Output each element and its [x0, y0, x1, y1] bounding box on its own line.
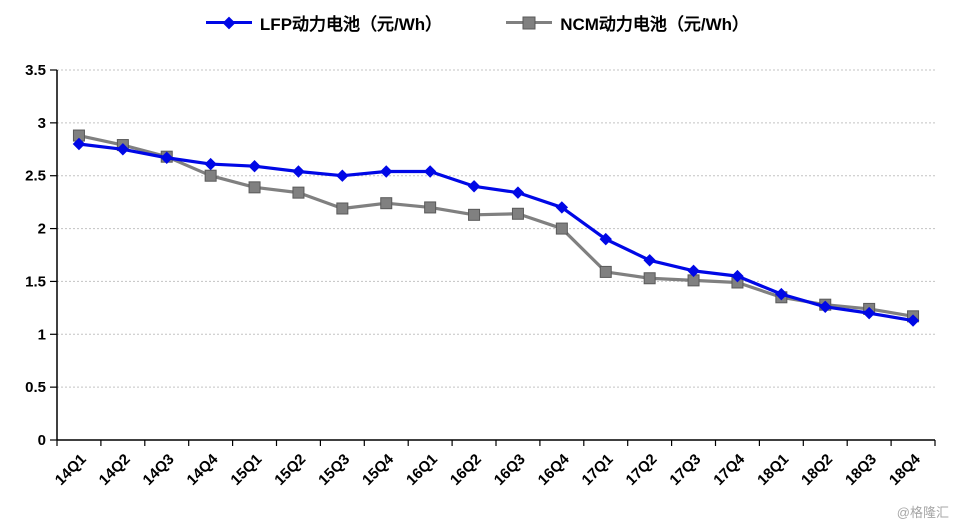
x-axis-label: 15Q2 — [271, 451, 309, 489]
ncm-square-marker — [555, 222, 568, 235]
ncm-square-marker — [292, 186, 305, 199]
ncm-square-marker — [336, 202, 349, 215]
ncm-square-marker — [380, 197, 393, 210]
x-axis-label: 14Q2 — [96, 451, 134, 489]
x-axis-label: 15Q3 — [315, 451, 353, 489]
legend-item-lfp: LFP动力电池（元/Wh） — [205, 10, 443, 35]
ncm-line-square-icon — [506, 16, 553, 29]
lfp-diamond-marker — [204, 157, 217, 171]
y-axis-label: 2 — [38, 221, 46, 238]
x-axis-label: 18Q4 — [886, 450, 924, 488]
lfp-diamond-marker — [731, 269, 744, 283]
y-axis-label: 3.5 — [25, 62, 46, 79]
x-axis-label: 17Q1 — [579, 451, 617, 489]
lfp-diamond-marker — [819, 300, 832, 314]
lfp-diamond-marker — [160, 151, 173, 164]
legend-item-ncm: NCM动力电池（元/Wh） — [506, 10, 749, 35]
ncm-series-line — [77, 133, 915, 318]
legend-label-lfp: LFP动力电池（元/Wh） — [259, 15, 443, 34]
lfp-diamond-marker — [906, 314, 920, 327]
ncm-square-marker — [248, 181, 261, 194]
x-axis-label: 16Q1 — [403, 451, 441, 489]
x-axis-label: 18Q3 — [842, 451, 880, 489]
ncm-square-marker — [511, 207, 524, 220]
lfp-diamond-marker — [72, 137, 86, 151]
x-axis-label: 15Q4 — [359, 450, 397, 488]
y-axis-label: 0 — [38, 432, 46, 449]
legend-label-ncm: NCM动力电池（元/Wh） — [560, 15, 750, 34]
y-axis-label: 1.5 — [25, 273, 46, 290]
lfp-diamond-marker — [292, 165, 305, 178]
x-axis-label: 14Q3 — [140, 451, 178, 489]
x-axis-label: 17Q4 — [710, 450, 748, 488]
x-axis-label: 14Q1 — [52, 451, 90, 489]
ncm-square-marker — [424, 201, 437, 214]
lfp-diamond-marker — [643, 254, 656, 267]
chart-legend: LFP动力电池（元/Wh） NCM动力电池（元/Wh） — [0, 10, 955, 35]
y-axis-label: 2.5 — [25, 168, 46, 185]
lfp-diamond-marker — [116, 143, 130, 156]
ncm-square-marker — [643, 272, 656, 285]
lfp-line-diamond-icon — [205, 16, 252, 29]
watermark: @格隆汇 — [896, 505, 949, 520]
x-axis-label: 18Q2 — [798, 451, 836, 489]
lfp-series-line — [77, 142, 915, 323]
lfp-diamond-marker — [555, 201, 569, 214]
lfp-diamond-marker — [423, 165, 437, 178]
lfp-diamond-marker — [687, 264, 700, 278]
lfp-diamond-marker — [862, 306, 876, 320]
lfp-diamond-marker — [775, 287, 788, 301]
y-axis-label: 0.5 — [25, 379, 46, 396]
ncm-square-marker — [599, 265, 612, 278]
lfp-diamond-marker — [248, 159, 261, 173]
x-axis-label: 18Q1 — [754, 451, 792, 489]
x-axis-label: 14Q4 — [184, 450, 222, 488]
y-axis-label: 3 — [38, 115, 46, 132]
x-axis-label: 16Q2 — [447, 451, 485, 489]
lfp-diamond-marker — [336, 169, 349, 182]
x-axis-label: 17Q3 — [666, 451, 704, 489]
lfp-diamond-marker — [380, 165, 393, 178]
ncm-square-marker — [204, 169, 217, 182]
x-axis-label: 15Q1 — [227, 451, 265, 489]
x-axis-label: 17Q2 — [623, 451, 661, 489]
lfp-diamond-marker — [467, 180, 481, 193]
x-axis-label: 16Q4 — [535, 450, 573, 488]
x-axis-label: 16Q3 — [491, 451, 529, 489]
y-axis-label: 1 — [38, 326, 46, 343]
ncm-square-marker — [468, 208, 481, 221]
lfp-diamond-marker — [511, 186, 525, 199]
lfp-diamond-marker — [599, 232, 612, 246]
